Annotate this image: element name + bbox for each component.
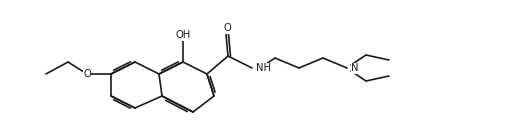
Text: O: O	[223, 23, 231, 33]
Text: N: N	[351, 63, 359, 73]
Text: NH: NH	[256, 63, 271, 73]
Text: OH: OH	[175, 30, 190, 40]
Text: O: O	[83, 69, 91, 79]
